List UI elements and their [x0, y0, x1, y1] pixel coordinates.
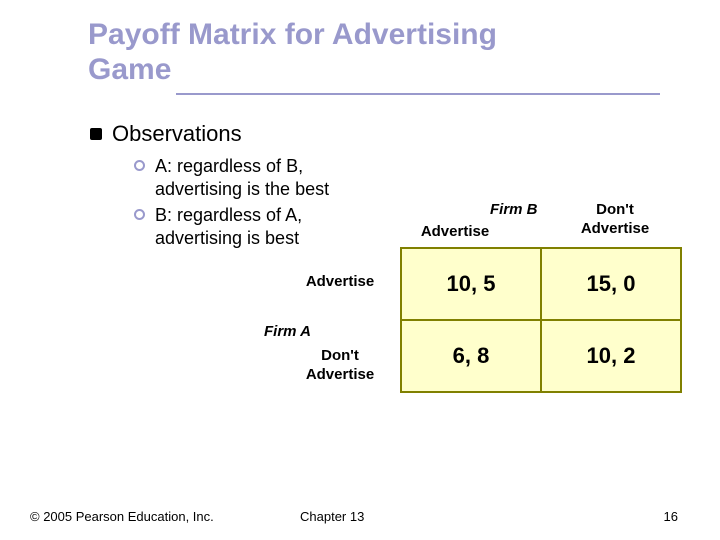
cell-a-adv-b-adv: 10, 5 — [401, 248, 541, 320]
payoff-grid: 10, 5 15, 0 6, 8 10, 2 — [400, 247, 682, 393]
chapter-label: Chapter 13 — [300, 509, 364, 524]
row-header-dont-advertise: Don't Advertise — [290, 347, 390, 385]
col-header-advertise: Advertise — [395, 223, 515, 240]
title-area: Payoff Matrix for Advertising Game — [0, 0, 720, 95]
observations-heading: Observations — [112, 121, 242, 147]
slide-title-line2: Game — [88, 53, 720, 88]
firm-a-label: Firm A — [264, 323, 311, 340]
row-header-advertise: Advertise — [290, 273, 390, 290]
slide-title-line1: Payoff Matrix for Advertising — [88, 18, 720, 53]
ring-bullet-icon — [134, 160, 145, 171]
cell-a-adv-b-dont: 15, 0 — [541, 248, 681, 320]
firm-b-label: Firm B — [490, 201, 538, 218]
footer: © 2005 Pearson Education, Inc. Chapter 1… — [0, 509, 720, 524]
copyright: © 2005 Pearson Education, Inc. — [30, 509, 214, 524]
page-number: 16 — [664, 509, 678, 524]
square-bullet-icon — [90, 128, 102, 140]
list-item: A: regardless of B, advertising is the b… — [134, 155, 720, 202]
row-header-dont-line2: Advertise — [306, 366, 374, 383]
col-header-dont-advertise: Don't Advertise — [550, 201, 680, 239]
row-header-dont-line1: Don't — [321, 347, 359, 364]
bullet-observations: Observations — [90, 121, 720, 147]
ring-bullet-icon — [134, 209, 145, 220]
col-header-dont-line1: Don't — [596, 201, 634, 218]
col-header-dont-line2: Advertise — [581, 220, 649, 237]
observation-a: A: regardless of B, advertising is the b… — [155, 155, 365, 202]
observation-b: B: regardless of A, advertising is best — [155, 204, 365, 251]
cell-a-dont-b-dont: 10, 2 — [541, 320, 681, 392]
cell-a-dont-b-adv: 6, 8 — [401, 320, 541, 392]
